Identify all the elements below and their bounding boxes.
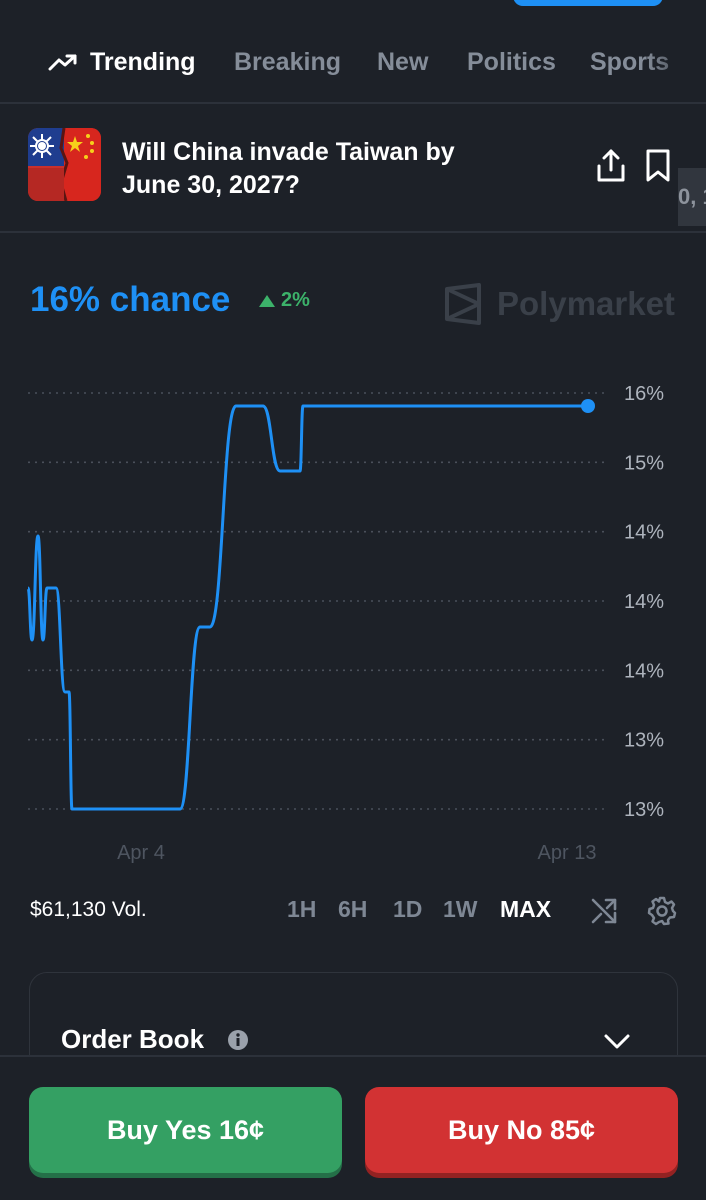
x-tick-label: Apr 4: [117, 842, 165, 864]
buy-yes-button[interactable]: Buy Yes 16¢: [29, 1087, 342, 1173]
series-line: [26, 404, 588, 811]
divider: [0, 102, 706, 104]
x-tick-label: Apr 13: [538, 842, 597, 864]
tab-politics[interactable]: Politics: [467, 48, 556, 77]
y-tick-label: 13%: [624, 799, 664, 821]
brand-name: Polymarket: [497, 285, 675, 322]
range-max[interactable]: MAX: [500, 896, 552, 922]
tab-trending[interactable]: Trending: [48, 48, 196, 77]
tabs-fade: [646, 40, 706, 84]
tab-new[interactable]: New: [377, 48, 428, 77]
market-title: Will China invade Taiwan by June 30, 202…: [122, 138, 455, 199]
triangle-up-icon: [259, 294, 275, 307]
shuffle-icon[interactable]: [590, 897, 618, 925]
y-tick-label: 16%: [624, 383, 664, 405]
tab-label: New: [377, 47, 429, 76]
polymarket-icon: [445, 283, 481, 325]
change-value: 2%: [281, 289, 310, 311]
market-header: Will China invade Taiwan by June 30, 202…: [0, 104, 706, 232]
polymarket-logo: Polymarket: [443, 283, 675, 325]
y-tick-label: 14%: [624, 522, 664, 544]
tab-label: Breaking: [234, 47, 341, 76]
order-book-label: Order Book: [61, 1024, 205, 1054]
y-tick-label: 14%: [624, 591, 664, 613]
x-axis-ticks: Apr 4 Apr 13: [117, 842, 596, 864]
current-point: [581, 399, 595, 413]
range-6h[interactable]: 6H: [338, 896, 368, 922]
y-axis-ticks: 16% 15% 14% 14% 14% 13% 13%: [624, 383, 664, 821]
top-action-button[interactable]: [513, 0, 663, 6]
price-chart[interactable]: 16% 15% 14% 14% 14% 13% 13% Apr 4 Apr 13: [0, 360, 706, 870]
chance-value: 16% chance: [30, 280, 231, 319]
bookmark-icon[interactable]: [645, 149, 671, 183]
y-tick-label: 13%: [624, 730, 664, 752]
trending-up-icon: [48, 54, 77, 71]
category-tabs: Trending Breaking New Politics Sports: [0, 40, 706, 84]
y-tick-label: 15%: [624, 452, 664, 474]
chevron-down-icon[interactable]: [603, 1031, 631, 1051]
edge-chip: 0, 1: [678, 168, 706, 226]
y-tick-label: 14%: [624, 660, 664, 682]
buy-no-button[interactable]: Buy No 85¢: [365, 1087, 678, 1173]
share-icon[interactable]: [596, 149, 626, 183]
bottom-action-bar: Buy Yes 16¢ Buy No 85¢: [0, 1055, 706, 1200]
market-image: [28, 128, 101, 201]
info-icon[interactable]: [227, 1029, 249, 1051]
change-indicator: 2%: [259, 289, 310, 312]
divider: [0, 231, 706, 233]
range-1w[interactable]: 1W: [443, 896, 478, 922]
tab-label: Politics: [467, 47, 556, 76]
volume-label: $61,130 Vol.: [30, 898, 147, 921]
tab-breaking[interactable]: Breaking: [234, 48, 341, 77]
tab-label: Trending: [90, 47, 196, 76]
grid-lines: [28, 392, 608, 810]
range-1h[interactable]: 1H: [287, 896, 317, 922]
gear-icon[interactable]: [647, 896, 677, 926]
time-range-selector: 1H 6H 1D 1W MAX: [0, 896, 706, 928]
range-1d[interactable]: 1D: [393, 896, 423, 922]
